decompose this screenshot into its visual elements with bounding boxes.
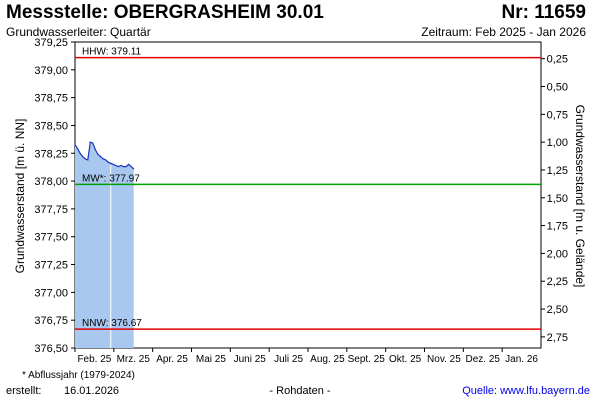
reference-label: HHW: 379.11 xyxy=(82,47,142,58)
y2-tick-label: 2,25 xyxy=(547,276,568,288)
y2-tick-label: 1,25 xyxy=(547,165,568,177)
data-point xyxy=(82,156,84,158)
data-point xyxy=(110,162,112,164)
created-date: 16.01.2026 xyxy=(64,385,120,397)
y2-axis-label: Grundwasserstand [m u. Gelände] xyxy=(573,105,587,288)
plot-area xyxy=(74,41,542,349)
y-tick-label: 379,25 xyxy=(34,37,68,49)
x-tick-label: Jan. 26 xyxy=(505,354,538,365)
data-point xyxy=(125,166,127,168)
y-tick-label: 377,50 xyxy=(34,232,68,244)
x-tick-label: Mai 25 xyxy=(196,354,226,365)
data-point xyxy=(97,153,99,155)
data-point xyxy=(112,163,114,165)
footnote: * Abflussjahr (1979-2024) xyxy=(22,370,135,381)
y-tick-label: 377,75 xyxy=(34,204,68,216)
series-area-0 xyxy=(75,142,134,348)
x-tick-label: Mrz. 25 xyxy=(117,354,151,365)
data-point xyxy=(115,164,117,167)
y2-tick-label: 0,75 xyxy=(547,109,568,121)
y-tick-label: 378,50 xyxy=(34,120,68,132)
y2-tick-label: 0,50 xyxy=(547,82,568,94)
y2-tick-label: 0,25 xyxy=(547,54,568,66)
y-axis-label: Grundwasserstand [m ü. NN] xyxy=(13,119,27,274)
y2-tick-label: 1,00 xyxy=(547,137,568,149)
x-tick-label: Sept. 25 xyxy=(348,354,386,365)
y-tick-label: 377,25 xyxy=(34,260,68,272)
x-tick-label: Okt. 25 xyxy=(389,354,422,365)
y-tick-label: 378,75 xyxy=(34,93,68,105)
station-title: Messstelle: OBERGRASHEIM 30.01 xyxy=(6,2,324,23)
data-point xyxy=(92,142,94,144)
y2-tick-label: 2,00 xyxy=(547,248,568,260)
data-point xyxy=(79,152,81,154)
x-tick-label: Nov. 25 xyxy=(427,354,461,365)
data-point xyxy=(87,159,89,161)
data-point xyxy=(130,166,132,168)
data-point xyxy=(102,158,104,160)
data-point xyxy=(122,166,125,168)
y-tick-label: 376,50 xyxy=(34,343,68,355)
data-point xyxy=(105,159,107,161)
data-point xyxy=(94,149,96,151)
station-number: Nr: 11659 xyxy=(501,2,586,23)
y-tick-label: 378,25 xyxy=(34,148,68,160)
data-point xyxy=(77,148,79,150)
data-point xyxy=(84,158,86,160)
y2-tick-label: 2,50 xyxy=(547,304,568,316)
created-label: erstellt: xyxy=(6,385,42,397)
data-point xyxy=(89,141,91,143)
data-point xyxy=(120,164,122,167)
x-tick-label: Juli 25 xyxy=(274,354,303,365)
x-tick-label: Apr. 25 xyxy=(156,354,188,365)
data-point xyxy=(99,156,102,158)
data-point xyxy=(107,161,109,163)
data-point xyxy=(133,168,135,170)
raw-data-note: - Rohdaten - xyxy=(269,385,331,397)
x-tick-label: Juni 25 xyxy=(234,354,267,365)
y-tick-label: 377,00 xyxy=(34,287,68,299)
data-point xyxy=(117,166,119,168)
y-tick-label: 378,00 xyxy=(34,176,68,188)
x-tick-label: Dez. 25 xyxy=(466,354,501,365)
data-point xyxy=(128,163,130,165)
y-tick-label: 379,00 xyxy=(34,65,68,77)
source-link[interactable]: Quelle: www.lfu.bayern.de xyxy=(462,385,590,397)
x-tick-label: Feb. 25 xyxy=(77,354,111,365)
data-point xyxy=(74,143,76,145)
y-tick-label: 376,75 xyxy=(34,315,68,327)
y2-tick-label: 1,75 xyxy=(547,221,568,233)
aquifer-label: Grundwasserleiter: Quartär xyxy=(6,25,151,39)
reference-label: NNW: 376.67 xyxy=(82,318,142,329)
y2-tick-label: 2,75 xyxy=(547,332,568,344)
y2-tick-label: 1,50 xyxy=(547,193,568,205)
reference-label: MW*: 377.97 xyxy=(82,173,140,184)
period-label: Zeitraum: Feb 2025 - Jan 2026 xyxy=(421,25,586,39)
x-tick-label: Aug. 25 xyxy=(310,354,345,365)
